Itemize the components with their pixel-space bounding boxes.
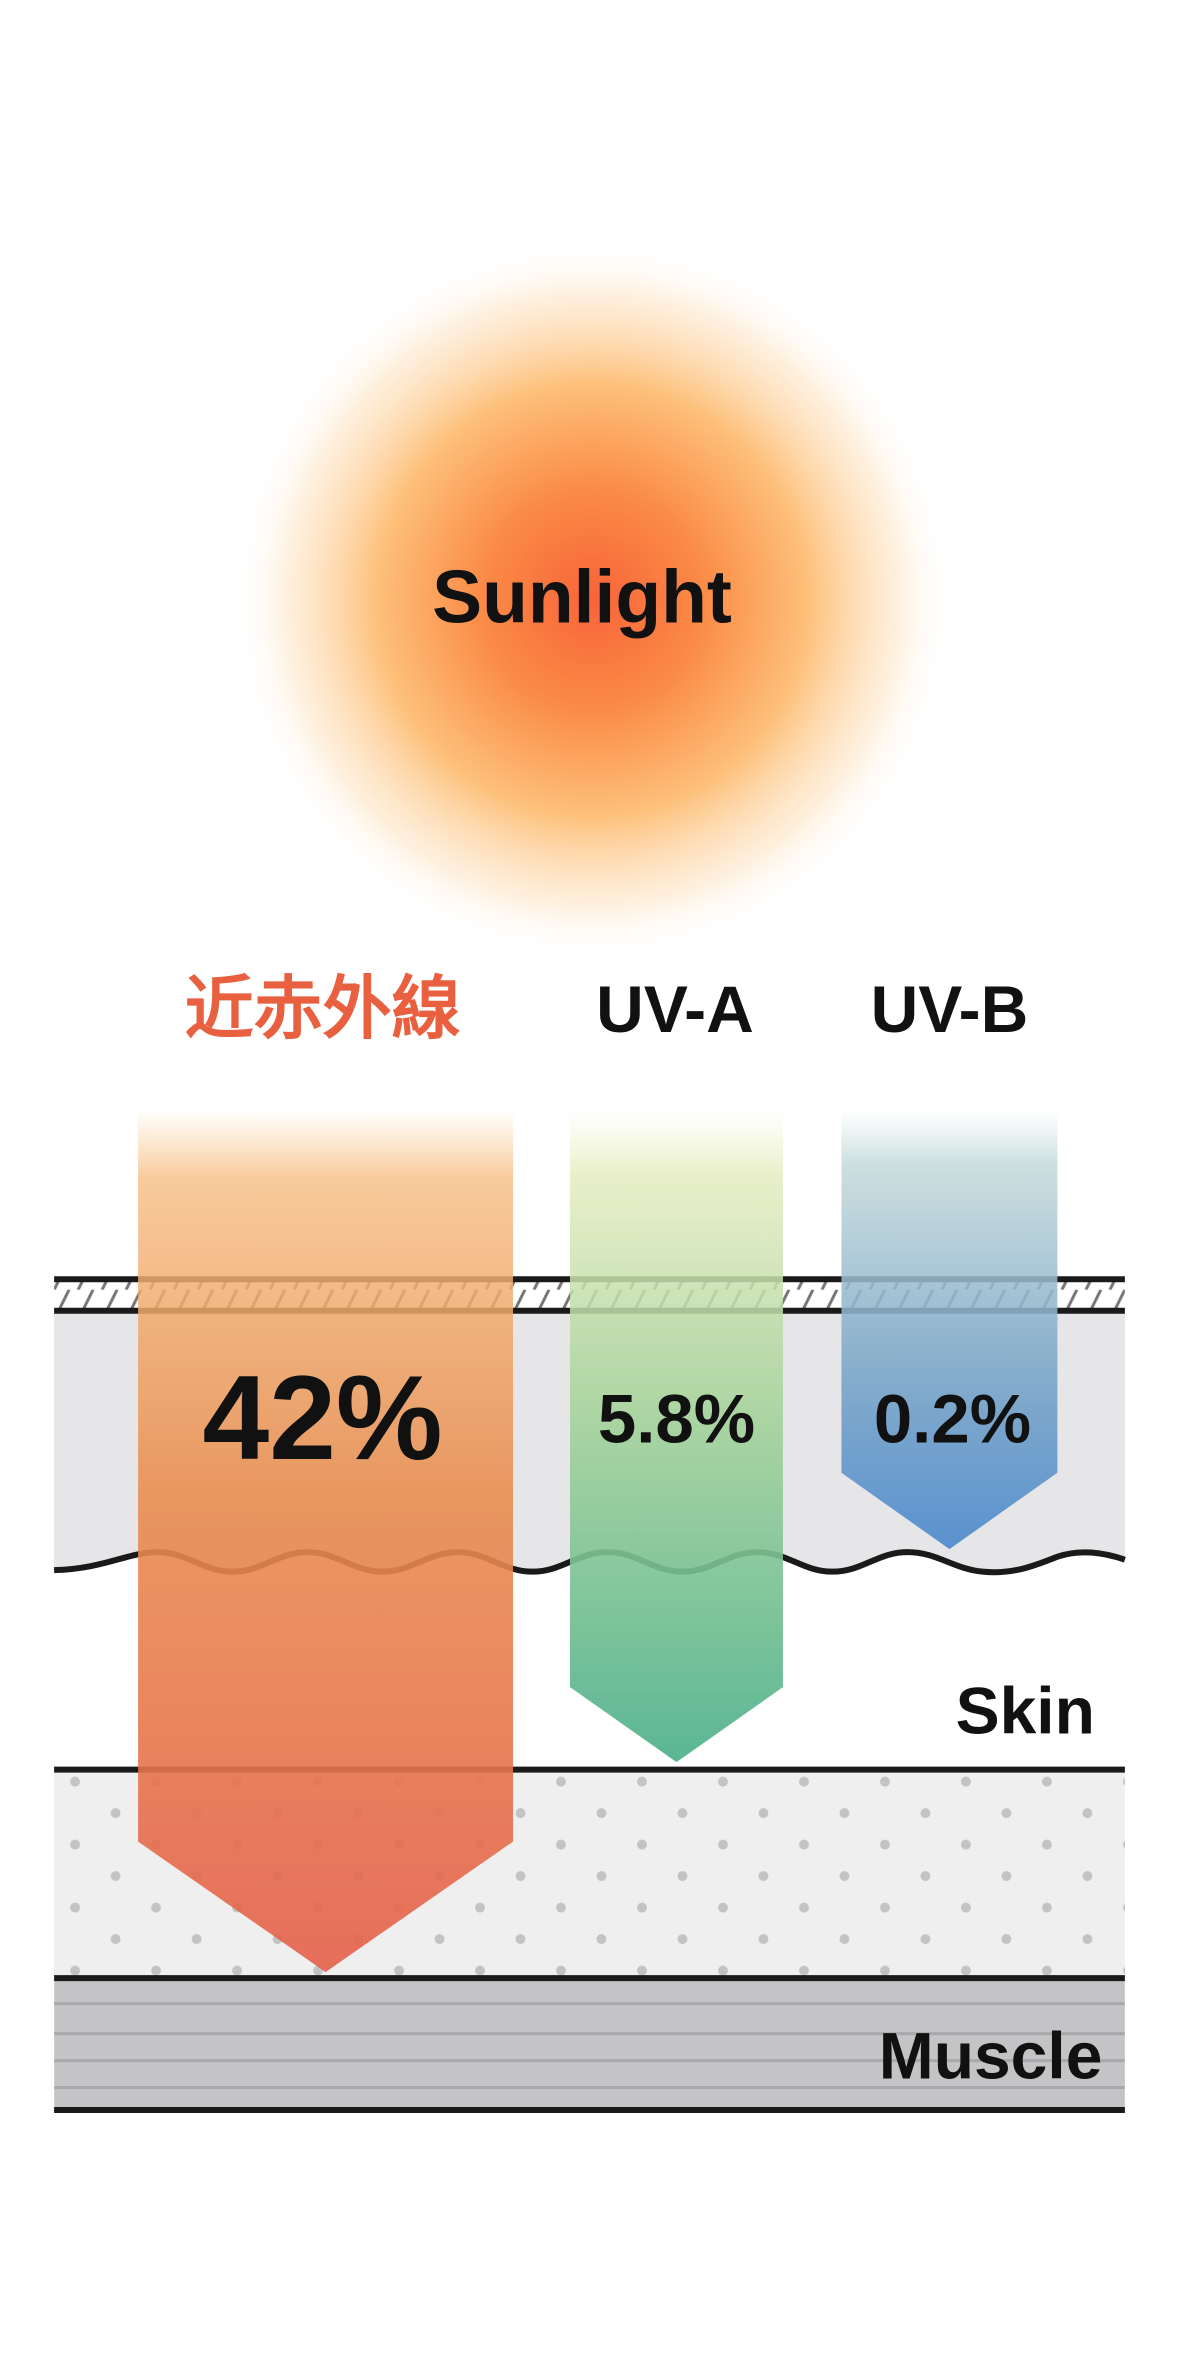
sun-label: Sunlight [432, 554, 732, 638]
muscle-layer [54, 1979, 1125, 2109]
ray-label-near-infrared: 近赤外線 [185, 969, 461, 1049]
sun-glow [232, 239, 953, 960]
near-infrared-arrow [138, 1109, 514, 1973]
ray-label-uvb: UV-B [871, 972, 1029, 1046]
uva-arrow [570, 1109, 783, 1763]
muscle-label: Muscle [879, 2019, 1103, 2093]
near-infrared-percent: 42% [202, 1351, 442, 1485]
uvb-arrow [841, 1109, 1058, 1550]
uvb-percent: 0.2% [874, 1381, 1031, 1458]
skin-label: Skin [956, 1674, 1095, 1748]
uva-percent: 5.8% [598, 1381, 755, 1458]
ray-label-uva: UV-A [596, 972, 754, 1046]
